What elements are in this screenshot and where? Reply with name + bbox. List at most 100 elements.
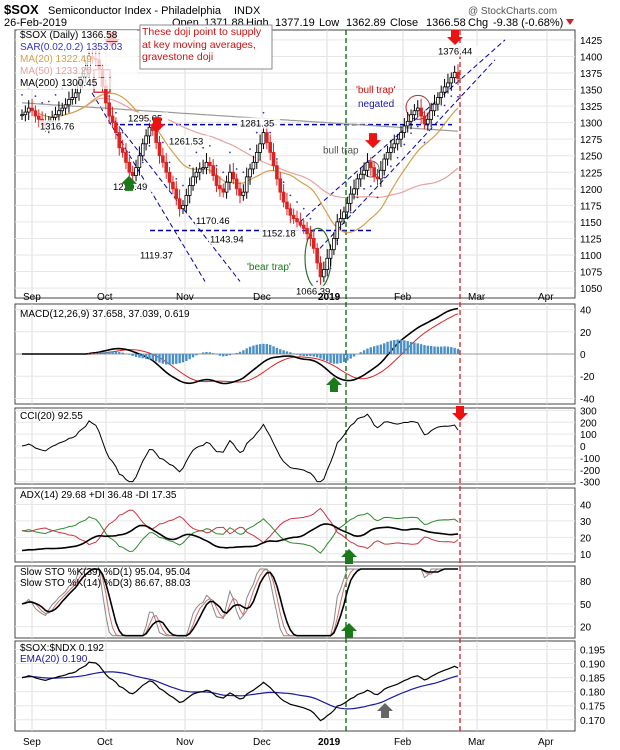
sar-dot xyxy=(282,181,285,184)
sar-dot xyxy=(175,177,178,180)
candle-body xyxy=(67,99,71,106)
x-tick-label-top: Nov xyxy=(176,292,194,303)
candle-body xyxy=(446,82,450,88)
macd-histogram-bar xyxy=(419,344,423,354)
candle-body xyxy=(426,118,430,125)
low-value: 1362.89 xyxy=(346,17,386,29)
candle-body xyxy=(298,221,303,226)
sar-dot xyxy=(161,141,164,144)
candle-body xyxy=(342,211,346,219)
macd-histogram-bar xyxy=(131,354,134,356)
level-label: 1281.35 xyxy=(240,119,274,130)
panel-frame-sto xyxy=(14,565,576,639)
candle-body xyxy=(436,97,440,105)
chg-value: -9.38 (-0.68%) xyxy=(493,17,563,29)
chg-label: Chg xyxy=(468,17,488,29)
minus-di-line xyxy=(21,507,459,549)
macd-histogram-bar xyxy=(403,340,406,354)
candle-body xyxy=(20,114,24,117)
candle-body xyxy=(57,110,61,116)
macd-histogram-bar xyxy=(258,344,262,354)
candle-body xyxy=(301,224,306,229)
macd-histogram-bar xyxy=(275,347,279,354)
x-tick-label-bottom: Mar xyxy=(468,737,486,748)
macd-histogram-bar xyxy=(255,344,258,354)
panel-y-tick-label: 0 xyxy=(580,350,586,361)
candle-body xyxy=(348,193,353,204)
series-layer xyxy=(21,35,459,722)
sar-dot xyxy=(423,141,426,144)
panel-y-tick-label: 20 xyxy=(580,623,592,634)
candle-body xyxy=(452,71,457,79)
macd-histogram-bar xyxy=(446,346,450,354)
candle-body xyxy=(164,161,169,173)
candle-body xyxy=(379,169,383,180)
macd-histogram-bar xyxy=(151,354,154,361)
macd-histogram-bar xyxy=(342,354,346,363)
candle-body xyxy=(352,188,356,195)
macd-histogram-bar xyxy=(383,343,386,354)
candle-body xyxy=(130,171,135,176)
macd-histogram-bar xyxy=(292,353,295,354)
annotation-bear-trap: 'bear trap' xyxy=(247,262,291,273)
candle-body xyxy=(124,152,128,163)
close-label: Close xyxy=(390,17,418,29)
sar-dot xyxy=(390,165,392,168)
candle-body xyxy=(375,176,380,180)
macd-histogram-bar xyxy=(262,343,265,354)
axis-labels: Sep Sep Oct Oct Nov Nov Dec Dec 2019 2019 Feb Feb Ma… xyxy=(23,36,605,748)
candle-body xyxy=(36,115,41,120)
watermark: @ StockCharts.com xyxy=(468,6,557,17)
macd-histogram-bar xyxy=(228,354,232,356)
sar-dot xyxy=(168,161,171,164)
macd-histogram-bar xyxy=(396,339,399,354)
macd-histogram-bar xyxy=(376,345,379,354)
macd-histogram-bar xyxy=(312,354,315,357)
macd-histogram-bar xyxy=(299,354,302,356)
sto-legend: Slow STO %K(39) %D(1) 95.04, 95.04 xyxy=(20,567,191,578)
candle-body xyxy=(392,143,397,149)
sar-dot xyxy=(269,131,272,134)
macd-histogram-bar xyxy=(272,346,275,354)
candle-body xyxy=(399,132,403,140)
candle-body xyxy=(194,171,199,178)
macd-histogram-bar xyxy=(114,351,118,354)
negated-circle xyxy=(405,94,431,120)
candle-body xyxy=(147,126,152,137)
level-label-bg xyxy=(295,285,337,297)
price-y-tick-label: 1350 xyxy=(580,86,603,97)
panel-y-tick-label: 40 xyxy=(580,500,592,511)
candle-body xyxy=(308,233,313,239)
candle-body xyxy=(456,71,460,79)
sar-dot xyxy=(329,267,332,270)
level-label: 1152.18 xyxy=(262,228,296,239)
sto-legend: Slow STO %K(14) %D(3) 86.67, 88.03 xyxy=(20,578,191,589)
panel-frame-adx xyxy=(14,487,576,563)
sar-dot xyxy=(430,128,433,131)
up-channel-lower xyxy=(319,59,496,249)
candle-body xyxy=(140,143,145,157)
sar-dot xyxy=(141,161,144,164)
candle-body xyxy=(291,214,296,219)
candle-body xyxy=(70,97,75,100)
level-label-bg xyxy=(437,45,479,57)
sar-dot xyxy=(296,201,298,203)
sar-dot xyxy=(289,194,292,197)
candle-body xyxy=(415,107,420,112)
ma20-line xyxy=(38,92,459,234)
candle-body xyxy=(23,111,28,116)
price-legend-entry: MA(20) 1322.49 xyxy=(20,54,92,65)
macd-histogram-bar xyxy=(108,351,111,354)
macd-histogram-bar xyxy=(175,354,178,364)
candle-body xyxy=(345,202,350,213)
macd-histogram-bar xyxy=(134,354,138,357)
candle-body xyxy=(107,102,112,117)
macd-histogram-bar xyxy=(336,354,339,364)
macd-histogram-bar xyxy=(393,340,396,354)
macd-histogram-bar xyxy=(379,344,383,354)
sar-dot xyxy=(349,211,352,214)
up-arrow-icon xyxy=(326,377,342,392)
macd-histogram-bar xyxy=(268,344,272,354)
